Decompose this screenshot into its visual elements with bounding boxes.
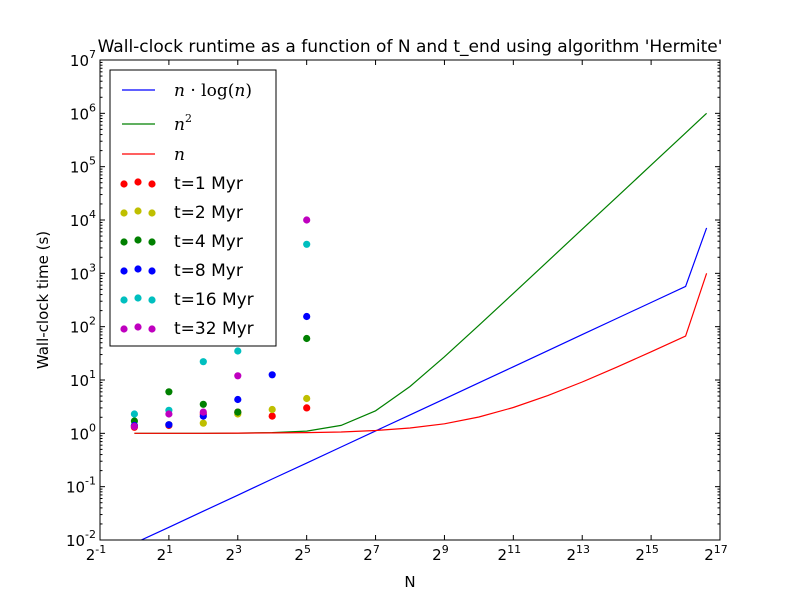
legend-label: n: [174, 145, 185, 165]
x-tick-label: 2-1: [86, 543, 107, 564]
scatter-point: [303, 404, 311, 412]
legend-marker-swatch: [148, 180, 156, 188]
scatter-point: [303, 334, 311, 343]
legend-marker-swatch: [134, 265, 142, 273]
chart-title: Wall-clock runtime as a function of N an…: [98, 37, 723, 57]
legend-marker-swatch: [120, 180, 128, 188]
y-tick-label: 100: [70, 421, 96, 443]
lines-layer: [134, 112, 708, 540]
x-tick-label: 23: [226, 543, 243, 564]
scatter-point: [130, 422, 138, 430]
legend-label: t=32 Myr: [174, 319, 254, 339]
series-line: [134, 273, 708, 434]
x-axis-label: N: [404, 573, 415, 591]
scatter-point: [234, 395, 242, 404]
scatter-point: [234, 347, 242, 355]
y-tick-label: 105: [70, 155, 96, 177]
legend-marker-swatch: [148, 238, 156, 246]
legend-label: t=16 Myr: [174, 290, 254, 310]
scatter-point: [234, 408, 242, 416]
legend-marker-swatch: [148, 296, 156, 304]
legend-marker-swatch: [134, 207, 142, 215]
legend-label: t=1 Myr: [174, 174, 243, 194]
legend-marker-swatch: [148, 209, 156, 217]
legend-marker-swatch: [148, 325, 156, 333]
legend-marker-swatch: [148, 267, 156, 275]
scatter-point: [303, 240, 311, 248]
scatter-point: [199, 400, 207, 408]
y-tick-label: 106: [70, 101, 96, 123]
scatter-point: [268, 412, 276, 420]
legend-marker-swatch: [134, 294, 142, 302]
y-tick-label: 104: [70, 208, 96, 230]
x-tick-label: 21: [157, 543, 174, 564]
scatter-point: [165, 410, 173, 418]
x-tick-label: 27: [363, 543, 380, 564]
y-tick-label: 10-2: [66, 528, 96, 550]
legend-marker-swatch: [120, 238, 128, 246]
scatter-point: [199, 419, 207, 427]
scatter-point: [303, 394, 311, 403]
y-tick-label: 101: [70, 368, 96, 390]
y-tick-label: 103: [70, 261, 96, 283]
scatter-point: [268, 371, 276, 379]
scatter-point: [303, 312, 311, 321]
legend-marker-swatch: [120, 209, 128, 217]
x-tick-label: 211: [498, 543, 522, 564]
legend-label: t=4 Myr: [174, 232, 243, 252]
x-tick-label: 213: [566, 543, 590, 564]
scatter-point: [234, 372, 242, 380]
legend-label: n2: [174, 112, 192, 135]
x-tick-label: 215: [635, 543, 659, 564]
legend: n · log(n) n2 n t=1 Myr t=2 Myr t=4 Myr t=8 My…: [109, 69, 277, 347]
plot-area: [99, 59, 721, 541]
x-tick-label: 25: [294, 543, 311, 564]
plot-frame: [99, 59, 721, 541]
legend-marker-swatch: [134, 178, 142, 186]
legend-label: n · log(n): [174, 81, 252, 101]
scatter-point: [199, 408, 207, 416]
y-tick-label: 10-1: [66, 475, 96, 497]
x-tick-label: 217: [704, 543, 728, 564]
points-layer: [130, 216, 311, 431]
series-line: [139, 227, 708, 540]
legend-marker-swatch: [120, 267, 128, 275]
y-tick-label: 107: [70, 48, 96, 70]
scatter-point: [165, 388, 173, 396]
legend-label: t=8 Myr: [174, 261, 243, 281]
scatter-point: [130, 410, 138, 418]
legend-label: t=2 Myr: [174, 203, 243, 223]
legend-marker-swatch: [120, 296, 128, 304]
y-axis-label: Wall-clock time (s): [34, 231, 52, 369]
ticks-layer: 2-1 21 23 25 27 29 211 213 215 217 10-2 10-1 100 101 1…: [66, 48, 728, 564]
legend-marker-swatch: [134, 236, 142, 244]
legend-marker-swatch: [120, 325, 128, 333]
x-tick-label: 29: [432, 543, 449, 564]
scatter-point: [165, 421, 173, 429]
scatter-point: [303, 216, 311, 224]
scatter-point: [268, 405, 276, 414]
legend-marker-swatch: [134, 323, 142, 331]
scatter-point: [199, 358, 207, 366]
y-tick-label: 102: [70, 315, 96, 337]
